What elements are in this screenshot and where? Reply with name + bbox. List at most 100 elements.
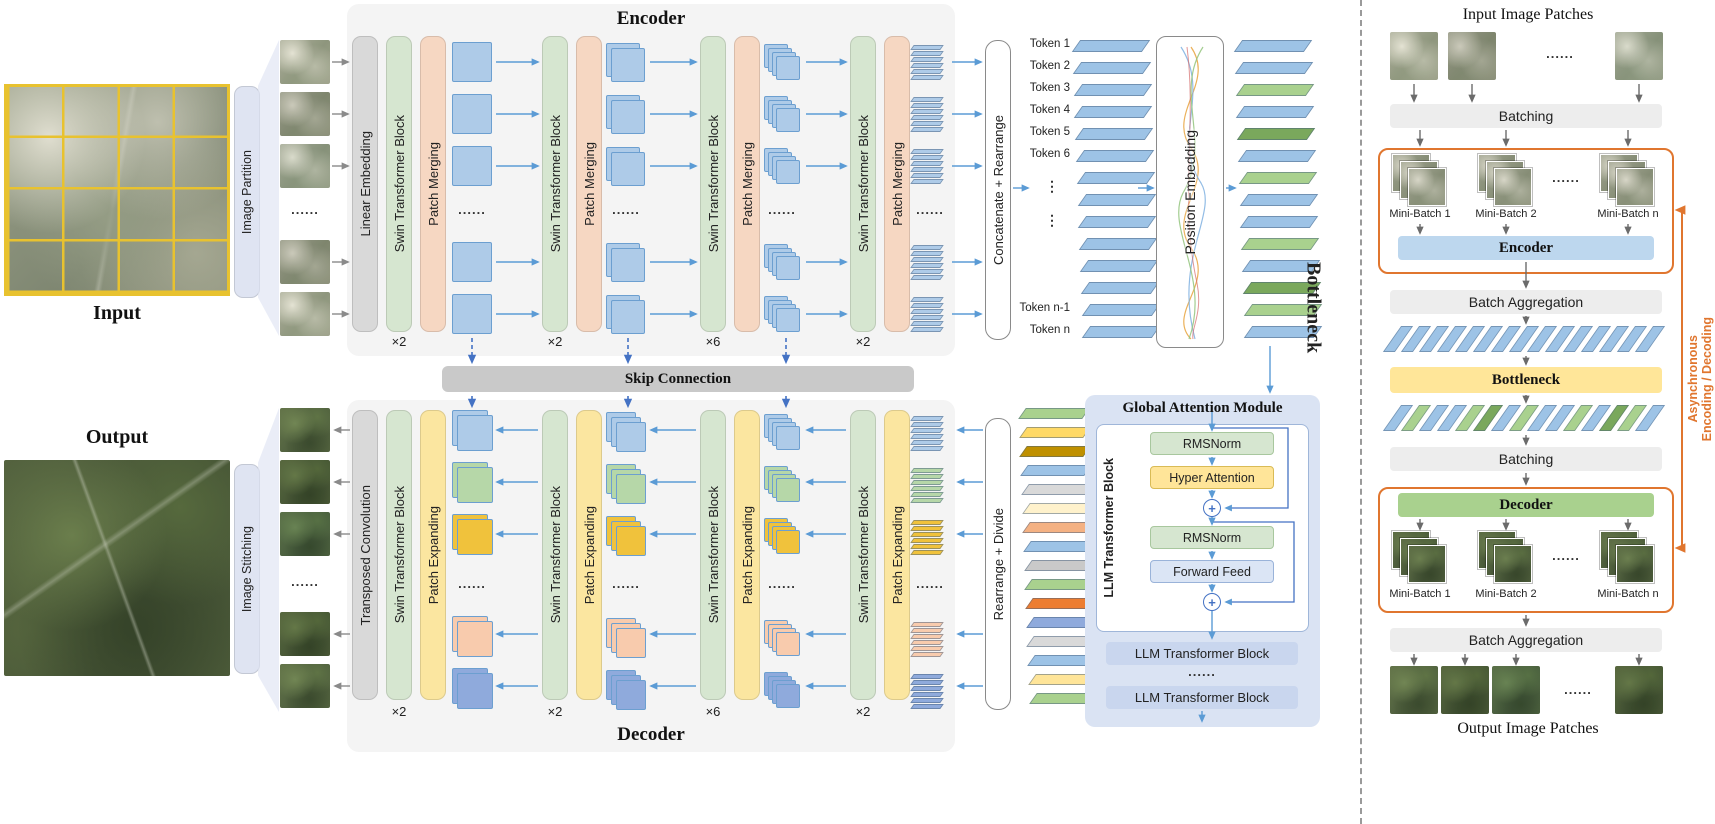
async-label-line2: Encoding / Decoding	[1700, 316, 1714, 442]
position-embedding-label: Position Embedding	[1182, 129, 1198, 255]
multiplier-label: ×2	[391, 704, 407, 719]
input-satellite-image	[4, 84, 230, 296]
ellipsis: ......	[612, 202, 640, 217]
input-patch	[1448, 32, 1496, 80]
output-satellite-image	[4, 460, 230, 676]
ellipsis: ......	[1546, 46, 1574, 61]
residual-add-circle: +	[1203, 593, 1221, 611]
async-label-wrap: Asynchronous	[1686, 324, 1700, 434]
ellipsis-vertical: ⋮	[1045, 178, 1059, 194]
encoder-bar: Encoder	[1398, 236, 1654, 260]
output-patch	[1390, 666, 1438, 714]
output-patch	[1615, 666, 1663, 714]
patch-expanding-label: Patch Expanding	[739, 505, 755, 605]
panel-separator	[1360, 0, 1362, 824]
output-patch	[280, 460, 330, 504]
batching-bar: Batching	[1390, 447, 1662, 471]
rearrange-divide-box: Rearrange + Divide	[985, 418, 1011, 710]
async-label-wrap: Encoding / Decoding	[1700, 304, 1714, 454]
mini-batch-label: Mini-Batch 2	[1475, 208, 1537, 220]
input-patch	[280, 92, 330, 136]
multiplier-label: ×2	[547, 334, 563, 349]
output-patch	[1441, 666, 1489, 714]
patch-expanding-bar: Patch Expanding	[420, 410, 446, 700]
patch-merging-label: Patch Merging	[425, 142, 441, 226]
swin-transformer-block-bar: Swin Transformer Block	[386, 36, 412, 332]
grid-overlay	[4, 84, 230, 296]
gam-title: Global Attention Module	[1122, 400, 1283, 416]
output-patch	[280, 612, 330, 656]
rmsnorm-bar: RMSNorm	[1150, 526, 1274, 549]
output-image-patches-title: Output Image Patches	[1457, 720, 1599, 737]
input-patch	[280, 292, 330, 336]
linear-embedding-bar: Linear Embedding	[352, 36, 378, 332]
multiplier-label: ×2	[391, 334, 407, 349]
encoder-title: Encoder	[616, 8, 686, 29]
input-patch	[280, 144, 330, 188]
ellipsis: ......	[1188, 664, 1216, 679]
output-patch	[280, 512, 330, 556]
batching-bar: Batching	[1390, 104, 1662, 128]
swin-transformer-block-bar: Swin Transformer Block	[386, 410, 412, 700]
stitching-funnel	[258, 408, 279, 712]
ellipsis: ......	[916, 576, 944, 591]
forward-feed-bar: Forward Feed	[1150, 560, 1274, 583]
ellipsis: ......	[1564, 682, 1592, 697]
token-label: Token 3	[1029, 82, 1070, 94]
position-embedding-waves	[1178, 46, 1206, 340]
llm-block-label-wrap: LLM Transformer Block	[1098, 428, 1120, 628]
llm-transformer-block-bar: LLM Transformer Block	[1106, 686, 1298, 709]
patch-expanding-label: Patch Expanding	[889, 505, 905, 605]
patch-merging-bar: Patch Merging	[884, 36, 910, 332]
swin-block-label: Swin Transformer Block	[855, 486, 871, 624]
ellipsis: ......	[916, 202, 944, 217]
input-label: Input	[93, 302, 141, 324]
image-stitching-bar: Image Stitching	[234, 464, 260, 674]
mini-batch-label: Mini-Batch n	[1597, 208, 1659, 220]
token-label: Token 4	[1029, 104, 1070, 116]
output-label: Output	[85, 426, 149, 448]
mini-batch-label: Mini-Batch 1	[1389, 208, 1451, 220]
swin-transformer-block-bar: Swin Transformer Block	[850, 36, 876, 332]
rearrange-divide-label: Rearrange + Divide	[990, 507, 1006, 621]
batch-aggregation-bar: Batch Aggregation	[1390, 290, 1662, 314]
transposed-convolution-bar: Transposed Convolution	[352, 410, 378, 700]
token-label: Token 1	[1029, 38, 1070, 50]
token-label: Token n	[1029, 324, 1070, 336]
ellipsis: ......	[768, 576, 796, 591]
patch-merging-bar: Patch Merging	[576, 36, 602, 332]
transposed-convolution-label: Transposed Convolution	[357, 484, 373, 626]
patch-expanding-label: Patch Expanding	[425, 505, 441, 605]
residual-add-circle: +	[1203, 499, 1221, 517]
patch-expanding-bar: Patch Expanding	[576, 410, 602, 700]
swin-transformer-block-bar: Swin Transformer Block	[542, 36, 568, 332]
input-patch	[280, 240, 330, 284]
swin-block-label: Swin Transformer Block	[705, 486, 721, 624]
swin-transformer-block-bar: Swin Transformer Block	[700, 36, 726, 332]
ellipsis: ......	[1552, 548, 1580, 563]
input-patch	[1390, 32, 1438, 80]
swin-block-label: Swin Transformer Block	[855, 115, 871, 253]
decoder-bar: Decoder	[1398, 493, 1654, 517]
patch-merging-label: Patch Merging	[889, 142, 905, 226]
patch-merging-bar: Patch Merging	[420, 36, 446, 332]
input-patch	[280, 40, 330, 84]
ellipsis: ......	[458, 202, 486, 217]
ellipsis: ......	[1552, 170, 1580, 185]
output-patch	[280, 664, 330, 708]
token-label: Token 2	[1029, 60, 1070, 72]
token-label: Token 5	[1029, 126, 1070, 138]
multiplier-label: ×2	[855, 334, 871, 349]
token-label: Token 6	[1029, 148, 1070, 160]
token-label: Token n-1	[1019, 302, 1070, 314]
swin-block-label: Swin Transformer Block	[547, 486, 563, 624]
swin-block-label: Swin Transformer Block	[391, 486, 407, 624]
ellipsis-vertical: ⋮	[1045, 212, 1059, 228]
image-partition-bar: Image Partition	[234, 86, 260, 298]
rmsnorm-bar: RMSNorm	[1150, 432, 1274, 455]
llm-transformer-block-bar: LLM Transformer Block	[1106, 642, 1298, 665]
image-stitching-label: Image Stitching	[240, 525, 254, 613]
llm-transformer-block-label: LLM Transformer Block	[1102, 458, 1116, 598]
patch-merging-label: Patch Merging	[581, 142, 597, 226]
